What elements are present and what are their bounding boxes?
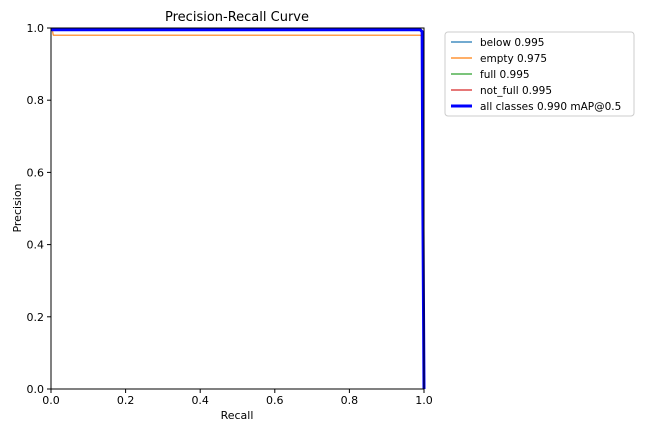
- series-line-3: [51, 27, 425, 390]
- y-tick-label: 0.4: [27, 239, 45, 252]
- x-tick-label: 0.2: [117, 394, 135, 407]
- x-tick-label: 0.8: [341, 394, 359, 407]
- y-tick-label: 0.2: [27, 311, 45, 324]
- axes-frame: [50, 27, 425, 390]
- plot-area: [50, 27, 426, 390]
- y-tick-label: 0.6: [27, 166, 45, 179]
- x-axis-ticks: 0.0 0.2 0.4 0.6 0.8 1.0: [42, 389, 433, 407]
- series-line-2: [51, 27, 425, 390]
- x-tick-label: 1.0: [415, 394, 433, 407]
- legend-label-4: all classes 0.990 mAP@0.5: [480, 101, 621, 113]
- legend: below 0.995 empty 0.975 full 0.995 not_full…: [444, 31, 635, 117]
- y-axis-label: Precision: [11, 183, 24, 232]
- series-line-4: [51, 28, 426, 390]
- x-tick-label: 0.4: [191, 394, 209, 407]
- y-tick-label: 1.0: [27, 22, 45, 35]
- y-tick-label: 0.8: [27, 94, 45, 107]
- legend-label-3: not_full 0.995: [480, 85, 552, 97]
- series-line-1: [51, 27, 425, 390]
- legend-box: [444, 31, 635, 117]
- legend-label-0: below 0.995: [480, 37, 544, 49]
- x-axis-label: Recall: [221, 409, 254, 422]
- chart-title: Precision-Recall Curve: [165, 10, 309, 25]
- y-axis-ticks: 0.0 0.2 0.4 0.6 0.8 1.0: [27, 22, 51, 396]
- legend-label-2: full 0.995: [480, 69, 530, 81]
- x-tick-label: 0.6: [266, 394, 284, 407]
- series-line-0: [51, 27, 425, 390]
- y-tick-label: 0.0: [27, 383, 45, 396]
- legend-label-1: empty 0.975: [480, 53, 547, 65]
- x-tick-label: 0.0: [42, 394, 60, 407]
